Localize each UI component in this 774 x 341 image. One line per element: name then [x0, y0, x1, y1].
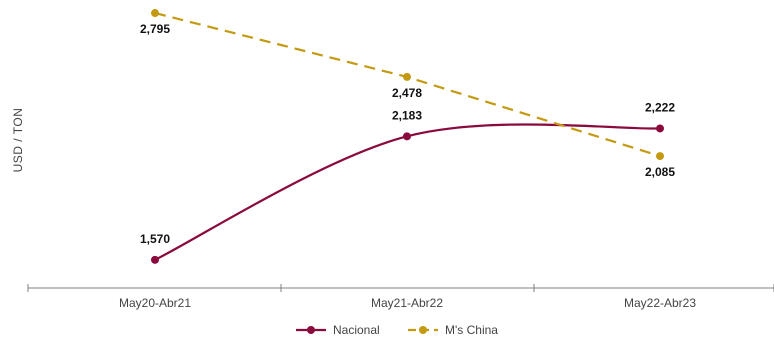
- data-point-m-s-china-1: [403, 72, 411, 81]
- data-label-nacional-0: 1,570: [140, 232, 170, 246]
- legend-label-nacional: Nacional: [333, 323, 380, 337]
- data-label-m-s-china-1: 2,478: [392, 86, 422, 100]
- data-point-nacional-1: [403, 132, 411, 141]
- series-line-nacional: [154, 123, 661, 261]
- data-point-nacional-0: [151, 255, 159, 264]
- data-label-nacional-2: 2,222: [645, 100, 675, 114]
- legend-label-m-s-china: M's China: [445, 323, 498, 337]
- x-tick-label-1: May21-Abr22: [371, 296, 443, 310]
- data-point-m-s-china-2: [656, 152, 664, 161]
- data-label-nacional-1: 2,183: [392, 108, 422, 122]
- legend-marker-nacional: [307, 326, 315, 334]
- legend-marker-m-s-china: [419, 326, 427, 334]
- data-label-m-s-china-2: 2,085: [645, 165, 675, 179]
- x-tick-label-2: May22-Abr23: [624, 296, 696, 310]
- x-tick-label-0: May20-Abr21: [119, 296, 191, 310]
- data-point-nacional-2: [656, 124, 664, 133]
- data-point-m-s-china-0: [151, 9, 159, 18]
- y-axis-title: USD / TON: [11, 108, 25, 173]
- data-label-m-s-china-0: 2,795: [140, 22, 170, 36]
